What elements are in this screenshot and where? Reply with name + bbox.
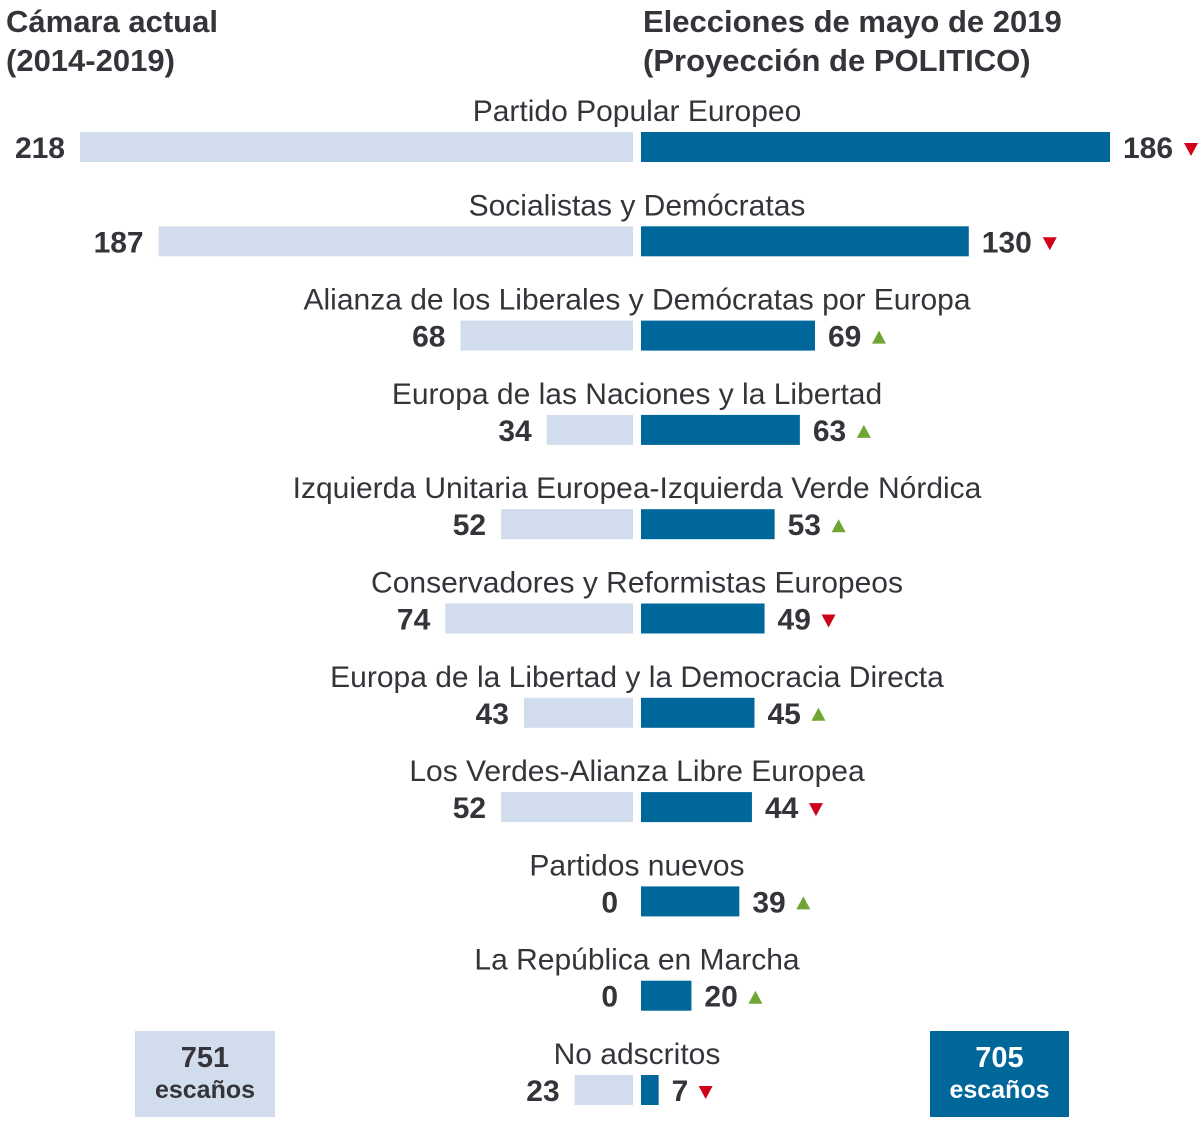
group-label: Partido Popular Europeo xyxy=(473,95,802,128)
group-label: Conservadores y Reformistas Europeos xyxy=(371,567,903,600)
increase-arrow-icon xyxy=(871,330,886,344)
decrease-arrow-icon xyxy=(1184,143,1198,156)
current-seats-bar xyxy=(460,320,633,351)
current-seats-bar xyxy=(501,792,633,823)
current-seats-value: 74 xyxy=(397,604,431,637)
projection-seats-value: 44 xyxy=(765,792,799,825)
projection-total-value: 705 xyxy=(975,1042,1024,1074)
projection-seats-bar xyxy=(641,320,815,351)
current-seats-bar xyxy=(445,603,633,634)
group-label: Los Verdes-Alianza Libre Europea xyxy=(409,755,865,788)
projection-seats-value: 7 xyxy=(672,1075,689,1108)
projection-seats-bar xyxy=(641,792,752,823)
projection-total-label: escaños xyxy=(949,1076,1050,1104)
current-seats-value: 187 xyxy=(94,226,144,259)
current-total-label: escaños xyxy=(154,1076,256,1104)
projection-seats-value: 20 xyxy=(704,981,737,1014)
projection-seats-bar xyxy=(641,603,765,634)
group-label: La República en Marcha xyxy=(474,944,800,977)
projection-total-box: 705 escaños xyxy=(930,1031,1069,1117)
projection-seats-value: 49 xyxy=(778,604,811,637)
increase-arrow-icon xyxy=(811,707,826,721)
group-label: Alianza de los Liberales y Demócratas po… xyxy=(303,284,970,317)
current-seats-value: 23 xyxy=(526,1075,559,1108)
current-seats-value: 52 xyxy=(453,792,486,825)
current-seats-bar xyxy=(574,1075,633,1105)
current-seats-bar xyxy=(546,414,633,445)
projection-seats-bar xyxy=(641,980,692,1011)
group-label: Partidos nuevos xyxy=(529,849,744,882)
decrease-arrow-icon xyxy=(1042,237,1057,251)
decrease-arrow-icon xyxy=(808,803,823,817)
current-seats-value: 52 xyxy=(453,509,486,542)
current-seats-value: 34 xyxy=(498,415,532,448)
decrease-arrow-icon xyxy=(821,614,836,628)
projection-seats-bar xyxy=(641,509,775,540)
group-label: Europa de las Naciones y la Libertad xyxy=(392,378,882,411)
current-seats-value: 68 xyxy=(412,321,445,354)
projection-seats-bar xyxy=(641,886,740,917)
projection-seats-value: 69 xyxy=(828,321,861,354)
current-chamber-header: Cámara actual (2014-2019) xyxy=(6,2,218,80)
projection-seats-value: 63 xyxy=(813,415,846,448)
group-label: Europa de la Libertad y la Democracia Di… xyxy=(330,661,944,694)
increase-arrow-icon xyxy=(796,896,811,910)
current-seats-value: 0 xyxy=(601,886,618,919)
increase-arrow-icon xyxy=(748,990,763,1004)
current-total-box: 751 escaños xyxy=(135,1031,275,1117)
projection-seats-bar xyxy=(641,226,969,257)
current-seats-value: 218 xyxy=(15,132,65,165)
current-chamber-period: (2014-2019) xyxy=(6,43,175,78)
projection-seats-value: 186 xyxy=(1123,132,1173,165)
current-seats-value: 0 xyxy=(601,981,618,1014)
projection-seats-bar xyxy=(641,697,755,728)
current-seats-bar xyxy=(523,697,633,728)
projection-seats-bar xyxy=(641,414,800,445)
group-label: No adscritos xyxy=(554,1038,721,1071)
group-label: Socialistas y Demócratas xyxy=(469,189,806,222)
current-seats-bar xyxy=(501,509,633,540)
group-label: Izquierda Unitaria Europea-Izquierda Ver… xyxy=(293,472,982,505)
current-seats-bar xyxy=(80,132,633,162)
projection-title: Elecciones de mayo de 2019 xyxy=(643,4,1062,39)
projection-seats-value: 39 xyxy=(752,886,785,919)
projection-source: (Proyección de POLITICO) xyxy=(643,43,1031,78)
current-seats-bar xyxy=(158,226,633,257)
projection-seats-bar xyxy=(641,132,1110,162)
projection-seats-value: 45 xyxy=(767,698,800,731)
current-seats-value: 43 xyxy=(476,698,509,731)
projection-seats-bar xyxy=(641,1075,659,1105)
current-total-value: 751 xyxy=(180,1042,230,1074)
decrease-arrow-icon xyxy=(698,1086,713,1099)
projection-header: Elecciones de mayo de 2019 (Proyección d… xyxy=(643,2,1062,80)
increase-arrow-icon xyxy=(831,519,846,533)
projection-seats-value: 130 xyxy=(982,226,1032,259)
current-chamber-title: Cámara actual xyxy=(6,4,218,39)
projection-seats-value: 53 xyxy=(788,509,821,542)
increase-arrow-icon xyxy=(856,424,871,438)
